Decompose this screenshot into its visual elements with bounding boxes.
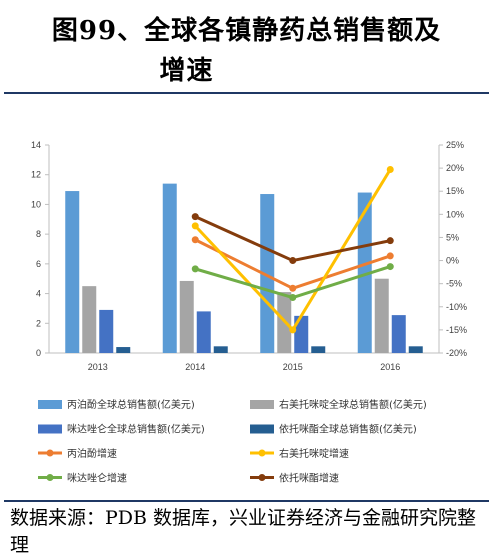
left-tick-label: 4 [36,289,41,299]
line-point [386,165,394,173]
line-point [191,213,199,221]
legend-label: 丙泊酚全球总销售额(亿美元) [67,398,195,411]
legend-marker [46,474,54,481]
source-note: 数据来源：PDB 数据库，兴业证券经济与金融研究院整理 [10,507,477,556]
legend-label: 右美托咪啶增速 [279,447,349,460]
right-tick-label: 0% [446,256,459,266]
chart-title-line1: 图99、全球各镇静药总销售额及 [51,16,442,46]
line-point [191,236,199,244]
legend-swatch [38,400,62,409]
left-tick-label: 14 [31,140,41,150]
bar [82,286,97,353]
left-tick-label: 10 [31,199,41,209]
legend-label: 咪达唑仑全球总销售额(亿美元) [67,423,205,436]
left-tick-label: 8 [36,229,41,239]
legend-marker [46,449,54,457]
line-point [289,294,297,302]
legend-swatch [38,424,62,434]
bar [374,278,389,353]
bar [260,194,275,353]
bar [116,347,131,353]
right-tick-label: 10% [446,209,464,219]
x-tick-label: 2013 [88,362,108,372]
bar [311,346,326,353]
right-tick-label: -15% [446,325,467,335]
bar [294,315,309,353]
legend-label: 依托咪酯增速 [279,472,339,485]
left-tick-label: 2 [36,318,41,328]
x-tick-label: 2014 [185,362,205,372]
line-point [386,263,394,271]
bar [357,192,372,353]
bar [179,280,194,353]
line-point [191,222,199,230]
left-tick-label: 0 [36,348,41,358]
legend-swatch [250,424,274,434]
legend-label: 依托咪酯全球总销售额(亿美元) [279,423,417,436]
bar [213,346,228,353]
bar [391,315,406,353]
right-tick-label: 25% [446,140,464,150]
line-point [289,326,297,334]
legend-marker [258,474,266,481]
bar [162,183,177,353]
source-divider [4,500,489,502]
bar [196,311,211,353]
title-divider [4,92,489,94]
bar [408,346,423,353]
chart-title-line2: 增速 [159,56,214,86]
legend-label: 咪达唑仑增速 [67,472,127,485]
chart-area: 0 2 4 6 8 10 12 14 -20% -15% -10% -5% 0% 5% 10% 15% 20% 2… [31,140,467,485]
line-point [386,252,394,260]
right-tick-label: -10% [446,302,467,312]
line-point [289,257,297,265]
right-tick-label: -5% [446,279,462,289]
x-tick-label: 2015 [283,362,303,372]
line-point [191,265,199,273]
bar [99,309,114,353]
line-point [289,284,297,292]
x-tick-label: 2016 [380,362,400,372]
right-tick-label: 15% [446,186,464,196]
legend-marker [258,449,266,457]
legend-label: 右美托咪啶全球总销售额(亿美元) [279,398,427,411]
right-tick-label: 20% [446,163,464,173]
legend-label: 丙泊酚增速 [67,447,117,460]
right-tick-label: 5% [446,232,459,242]
left-tick-label: 12 [31,170,41,180]
bar [65,191,80,353]
legend-swatch [250,400,274,409]
line-point [386,237,394,245]
right-tick-label: -20% [446,348,467,358]
left-tick-label: 6 [36,259,41,269]
